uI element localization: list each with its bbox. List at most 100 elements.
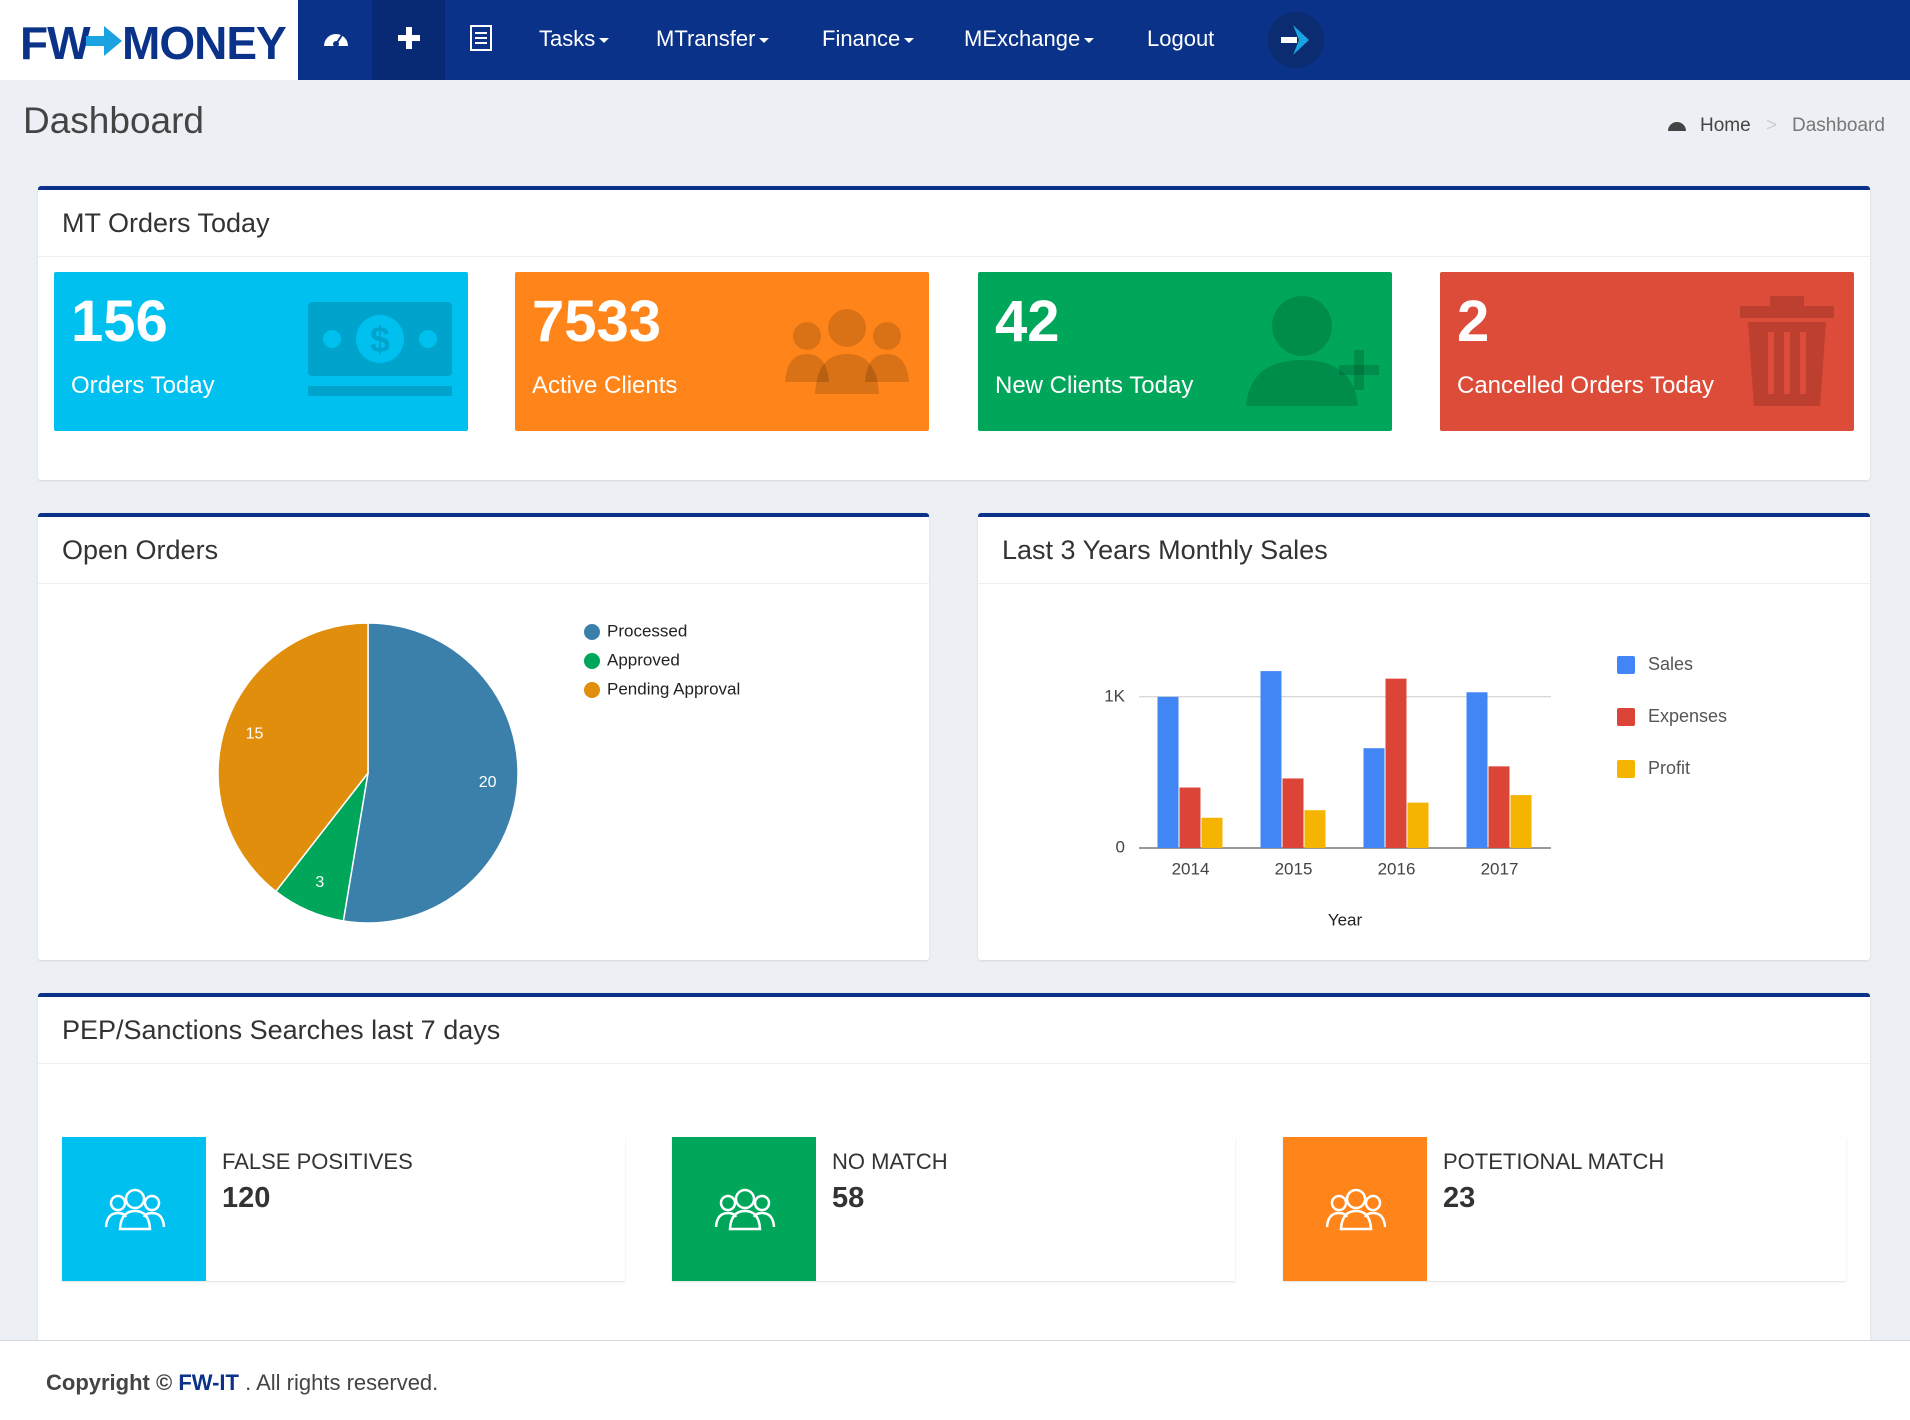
nav-finance[interactable]: Finance: [822, 26, 915, 52]
bar: [1201, 817, 1223, 848]
info-icon-bg: [672, 1137, 816, 1281]
bar: [1363, 748, 1385, 848]
stat-box[interactable]: 156 Orders Today $: [54, 272, 468, 431]
nav-mexchange[interactable]: MExchange: [964, 26, 1095, 52]
separator: [38, 1063, 1870, 1064]
bar: [1466, 692, 1488, 848]
plus-icon: [398, 27, 420, 49]
nav-label: MExchange: [964, 26, 1081, 51]
list-icon[interactable]: [470, 25, 492, 51]
legend-swatch: [1617, 708, 1635, 726]
group-icon: [1325, 1188, 1387, 1231]
stat-label: Active Clients: [532, 372, 678, 399]
stat-value: 42: [995, 289, 1060, 354]
searches-box: PEP/Sanctions Searches last 7 days FALSE…: [38, 993, 1870, 1353]
pie-slice: [217, 622, 369, 893]
slice-label: 3: [315, 874, 324, 891]
footer-text: Copyright © FW-IT . All rights reserved.: [46, 1370, 438, 1396]
footer-suffix: . All rights reserved.: [245, 1370, 439, 1395]
logo[interactable]: FW MONEY: [0, 0, 298, 80]
info-label: POTETIONAL MATCH: [1443, 1149, 1665, 1174]
stat-label: Cancelled Orders Today: [1457, 372, 1715, 399]
arrow-shape: [86, 26, 122, 56]
bar: [1488, 766, 1510, 848]
bar: [1179, 787, 1201, 848]
breadcrumb-home[interactable]: Home: [1700, 115, 1751, 136]
add-button[interactable]: [372, 0, 445, 80]
slice-label: 15: [246, 725, 264, 742]
money-icon: $: [308, 302, 452, 396]
nav-label: Logout: [1147, 26, 1215, 51]
box-title: PEP/Sanctions Searches last 7 days: [62, 1015, 501, 1045]
nav-label: MTransfer: [656, 26, 756, 51]
info-icon-bg: [62, 1137, 206, 1281]
legend-label: Profit: [1648, 758, 1690, 778]
info-value: 120: [222, 1182, 271, 1214]
stat-label: Orders Today: [71, 372, 215, 399]
breadcrumb-current: Dashboard: [1792, 115, 1885, 136]
x-tick-label: 2015: [1275, 859, 1313, 878]
sales-box: Last 3 Years Monthly Sales 0 1K 2014 2015 20…: [978, 513, 1870, 960]
dashboard-icon[interactable]: [322, 26, 350, 50]
info-icon-bg: [1283, 1137, 1427, 1281]
legend-label: Sales: [1648, 654, 1693, 674]
clients-icon: [785, 309, 909, 394]
box-title: Open Orders: [62, 535, 219, 565]
info-value: 23: [1443, 1182, 1476, 1214]
bar: [1385, 678, 1407, 848]
legend-label: Approved: [607, 650, 680, 669]
stat-box[interactable]: 2 Cancelled Orders Today: [1440, 272, 1854, 431]
open-orders-box: Open Orders 20 3 15 Processed Approved Pendin…: [38, 513, 929, 960]
legend-swatch: [1617, 760, 1635, 778]
new-client-icon: [1246, 296, 1379, 406]
stat-value: 7533: [532, 289, 662, 354]
bar: [1282, 778, 1304, 848]
box-title: MT Orders Today: [62, 208, 270, 238]
legend-label: Pending Approval: [607, 679, 740, 698]
bar: [1157, 696, 1179, 848]
nav-label: Finance: [822, 26, 901, 51]
trash-icon: [1740, 296, 1834, 406]
stat-box[interactable]: 7533 Active Clients: [515, 272, 929, 431]
slice-label: 20: [479, 774, 497, 791]
logo-arrow: [86, 26, 122, 56]
stat-box[interactable]: 42 New Clients Today: [978, 272, 1392, 431]
info-box[interactable]: NO MATCH 58: [672, 1137, 1235, 1281]
bar-chart: 0 1K 2014 2015 2016 2017 Year Sales Expenses Prof…: [1104, 654, 1727, 930]
group-icon: [104, 1188, 166, 1231]
legend-label: Expenses: [1648, 706, 1727, 726]
bar: [1510, 795, 1532, 848]
stat-value: 156: [71, 289, 168, 354]
nav-mtransfer[interactable]: MTransfer: [656, 26, 770, 52]
footer-company[interactable]: FW-IT: [178, 1370, 239, 1395]
svg-text:$: $: [370, 319, 390, 360]
legend-swatch: [584, 624, 600, 640]
page-title: Dashboard: [23, 100, 205, 141]
pie-slice: [342, 622, 519, 924]
x-tick-label: 2017: [1481, 859, 1519, 878]
navbar: FW MONEY Tasks MTransfer Finance MExchan…: [0, 0, 1910, 80]
breadcrumb-icon: [1668, 122, 1686, 131]
footer: Copyright © FW-IT . All rights reserved.: [0, 1340, 1910, 1420]
bar: [1304, 810, 1326, 848]
info-label: FALSE POSITIVES: [222, 1149, 413, 1174]
pie-chart: 20 3 15 Processed Approved Pending Approval: [217, 621, 740, 924]
logo-left: FW: [20, 17, 91, 69]
arrow-button[interactable]: [1267, 11, 1325, 69]
info-box[interactable]: FALSE POSITIVES 120: [62, 1137, 625, 1281]
logo-right: MONEY: [122, 17, 287, 69]
nav-label: Tasks: [539, 26, 596, 51]
legend-swatch: [584, 682, 600, 698]
legend-swatch: [1617, 656, 1635, 674]
bar: [1260, 671, 1282, 848]
x-tick-label: 2016: [1378, 859, 1416, 878]
box-title: Last 3 Years Monthly Sales: [1002, 535, 1328, 565]
nav-tasks[interactable]: Tasks: [539, 26, 610, 52]
group-icon: [714, 1188, 776, 1231]
nav-logout[interactable]: Logout: [1147, 26, 1214, 52]
legend-label: Processed: [607, 621, 687, 640]
footer-prefix: Copyright ©: [46, 1370, 173, 1395]
legend-swatch: [584, 653, 600, 669]
info-box[interactable]: POTETIONAL MATCH 23: [1283, 1137, 1846, 1281]
